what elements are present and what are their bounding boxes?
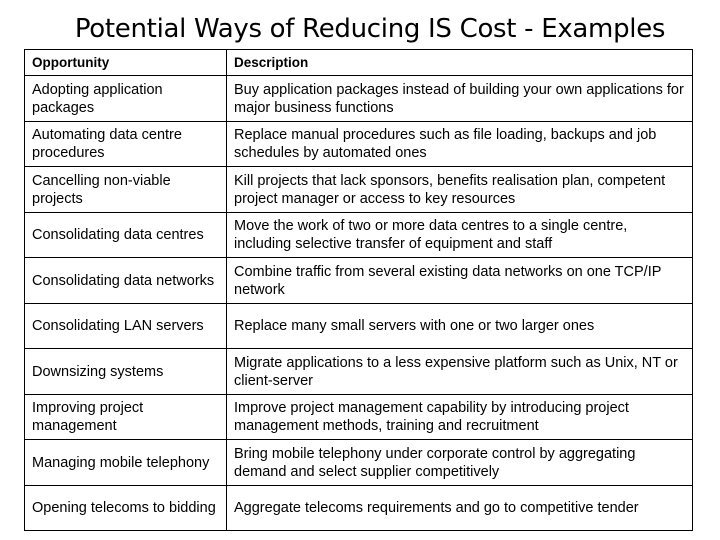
table-row: Automating data centre procedures Replac…	[24, 121, 693, 167]
table-row: Adopting application packages Buy applic…	[24, 75, 693, 122]
header-description: Description	[226, 49, 693, 76]
description-cell: Aggregate telecoms requirements and go t…	[226, 485, 693, 531]
description-cell: Improve project management capability by…	[226, 394, 693, 440]
table-row: Consolidating LAN servers Replace many s…	[24, 303, 693, 349]
description-cell: Combine traffic from several existing da…	[226, 257, 693, 304]
table-header-row: Opportunity Description	[24, 49, 693, 76]
opportunity-cell: Improving project management	[24, 394, 227, 440]
table-row: Managing mobile telephony Bring mobile t…	[24, 439, 693, 486]
description-cell: Kill projects that lack sponsors, benefi…	[226, 166, 693, 213]
description-cell: Bring mobile telephony under corporate c…	[226, 439, 693, 486]
table-row: Opening telecoms to bidding Aggregate te…	[24, 485, 693, 531]
opportunity-cell: Consolidating LAN servers	[24, 303, 227, 349]
description-cell: Move the work of two or more data centre…	[226, 212, 693, 258]
table-row: Consolidating data networks Combine traf…	[24, 257, 693, 304]
description-cell: Buy application packages instead of buil…	[226, 75, 693, 122]
opportunity-cell: Consolidating data networks	[24, 257, 227, 304]
table-row: Improving project management Improve pro…	[24, 394, 693, 440]
opportunity-cell: Opening telecoms to bidding	[24, 485, 227, 531]
description-cell: Replace manual procedures such as file l…	[226, 121, 693, 167]
opportunity-cell: Cancelling non-viable projects	[24, 166, 227, 213]
description-cell: Migrate applications to a less expensive…	[226, 348, 693, 395]
opportunity-cell: Consolidating data centres	[24, 212, 227, 258]
table-row: Downsizing systems Migrate applications …	[24, 348, 693, 395]
opportunity-cell: Downsizing systems	[24, 348, 227, 395]
opportunity-cell: Automating data centre procedures	[24, 121, 227, 167]
table-row: Cancelling non-viable projects Kill proj…	[24, 166, 693, 213]
table-row: Consolidating data centres Move the work…	[24, 212, 693, 258]
description-cell: Replace many small servers with one or t…	[226, 303, 693, 349]
page-title: Potential Ways of Reducing IS Cost - Exa…	[74, 14, 666, 44]
cost-reduction-table: Opportunity Description Adopting applica…	[24, 49, 693, 531]
opportunity-cell: Adopting application packages	[24, 75, 227, 122]
opportunity-cell: Managing mobile telephony	[24, 439, 227, 486]
header-opportunity: Opportunity	[24, 49, 227, 76]
